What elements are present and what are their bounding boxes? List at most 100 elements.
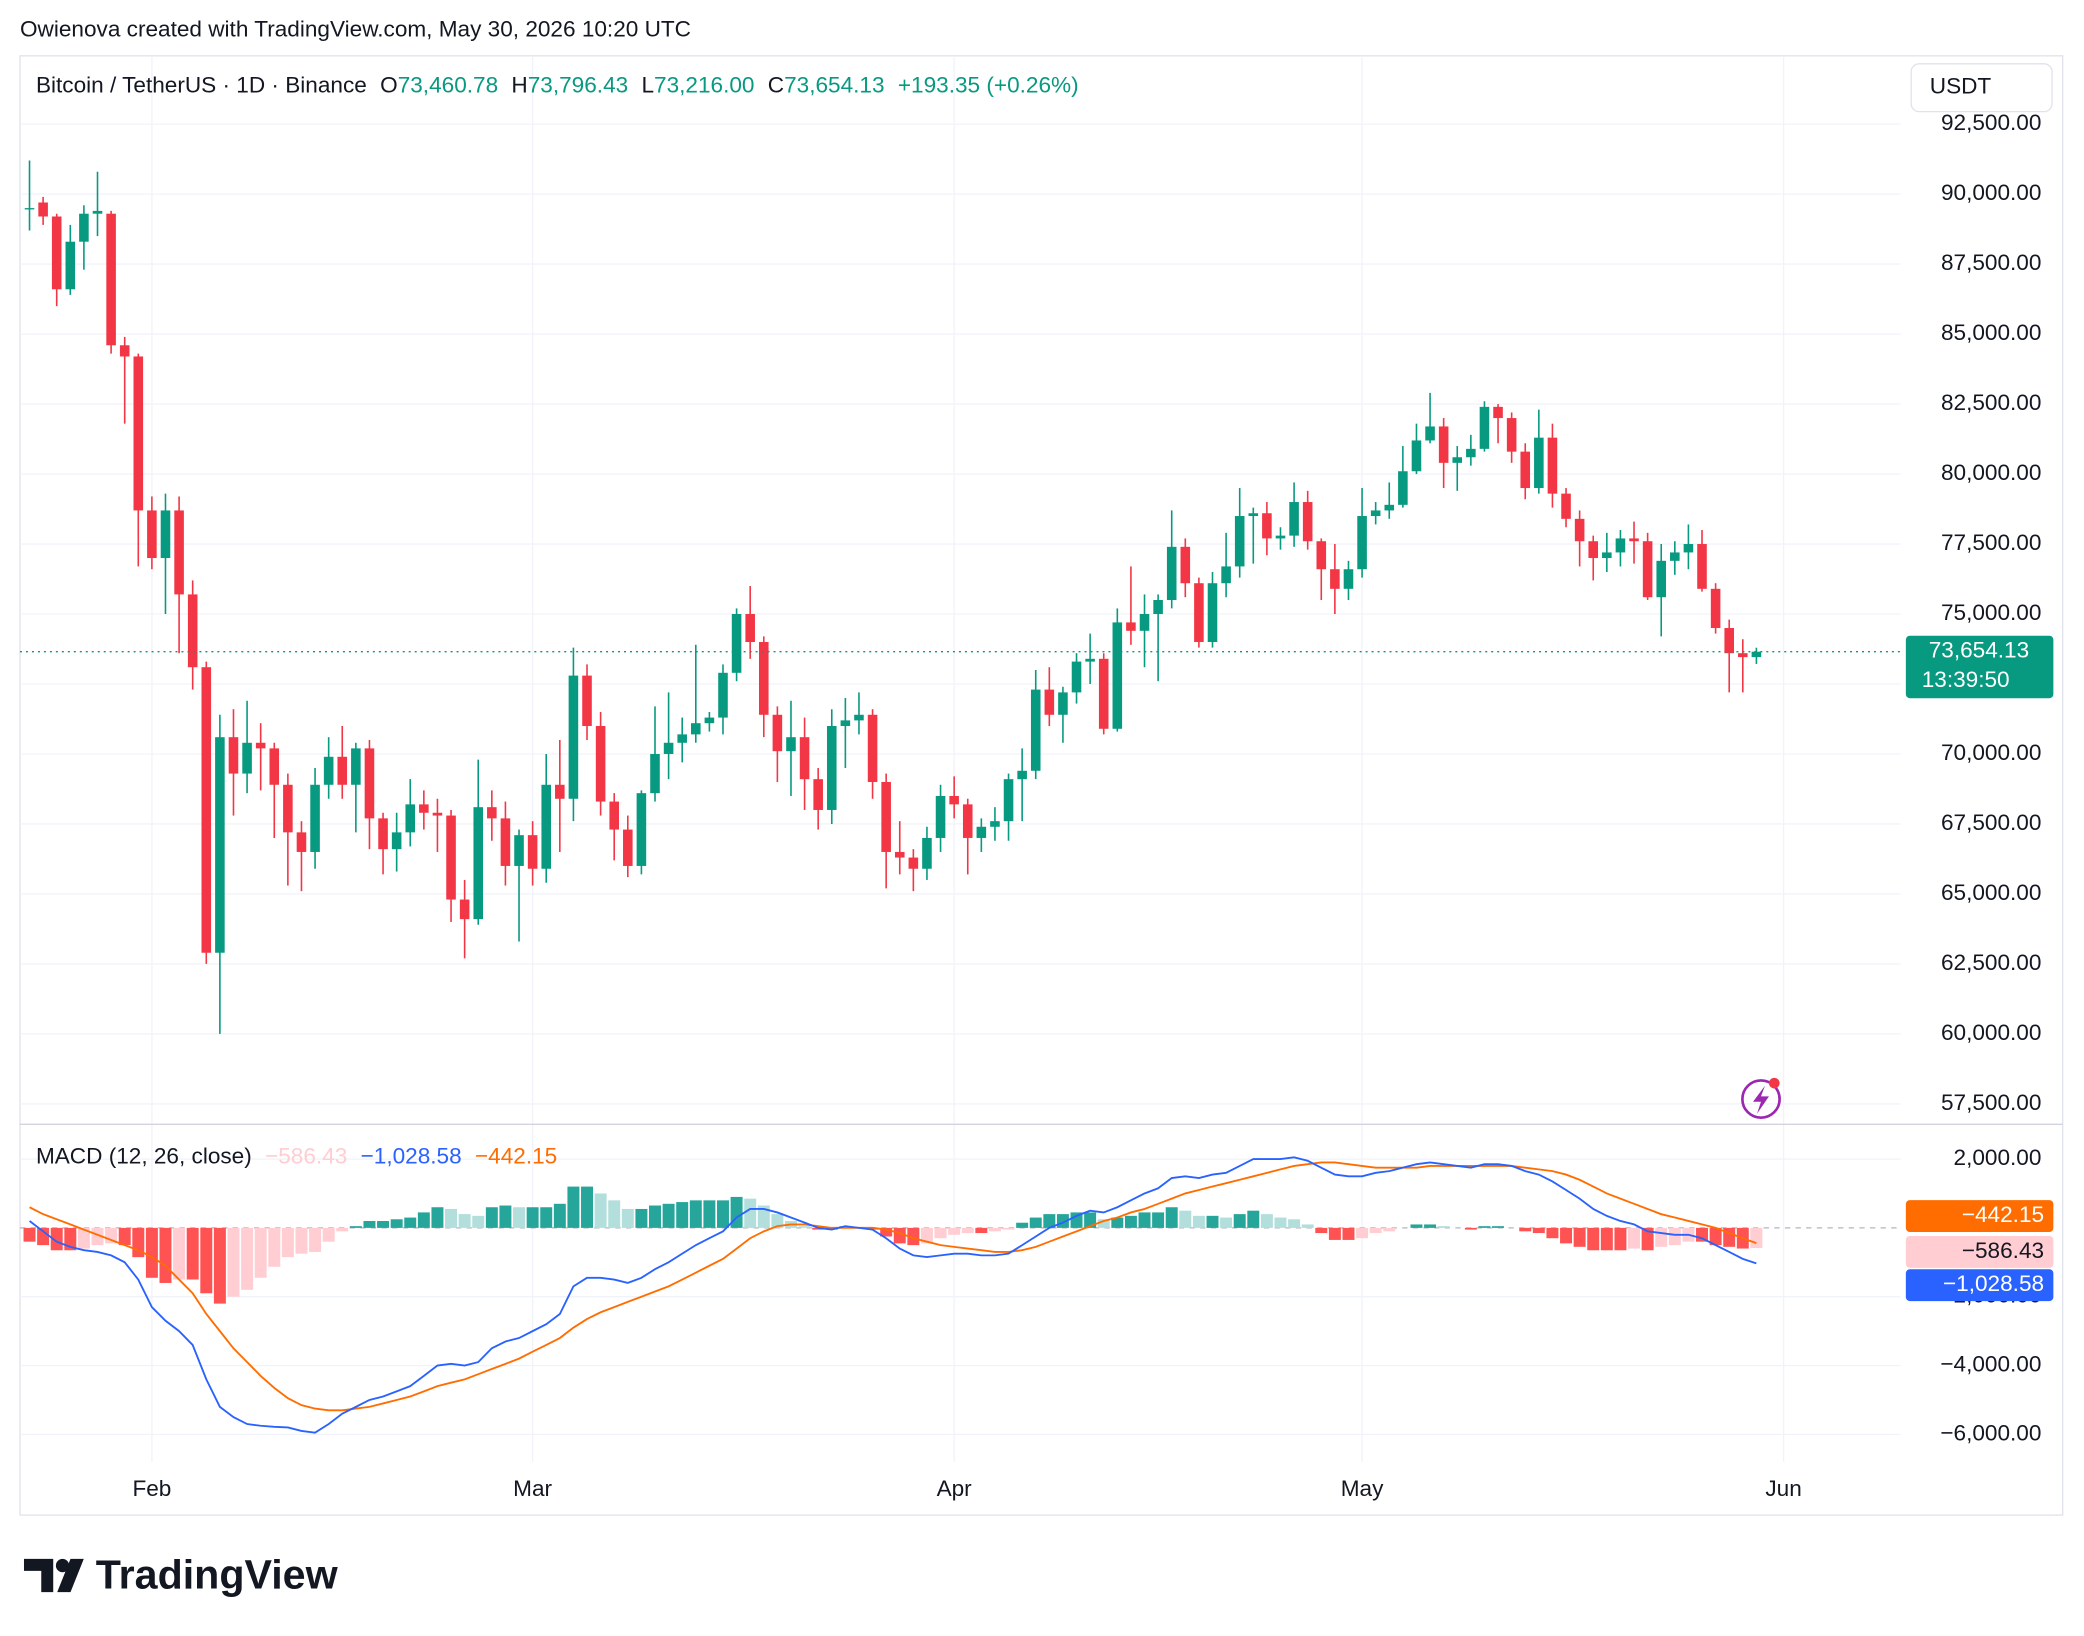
candle-body xyxy=(1574,518,1585,542)
ohlc-key: O xyxy=(380,72,398,97)
candle-body xyxy=(1262,513,1272,539)
histogram-bar xyxy=(771,1214,784,1228)
ohlc-value: 73,216.00 xyxy=(654,72,754,97)
candle-body xyxy=(405,804,416,833)
candle-body xyxy=(1003,779,1014,822)
histogram-bar xyxy=(676,1202,689,1228)
histogram-bar xyxy=(173,1227,186,1280)
histogram-bar xyxy=(485,1207,498,1228)
candle-body xyxy=(24,208,35,210)
histogram-bar xyxy=(1192,1215,1205,1228)
candle-body xyxy=(935,795,946,838)
y-tick-label: 80,000.00 xyxy=(1941,460,2041,485)
candle-body xyxy=(1207,583,1218,643)
candle-body xyxy=(79,213,89,242)
y-tick-label: 70,000.00 xyxy=(1941,740,2041,765)
histogram-bar xyxy=(499,1205,512,1228)
candle-body xyxy=(1724,628,1734,654)
histogram-bar xyxy=(689,1200,702,1228)
histogram-bar xyxy=(581,1186,593,1228)
candle-body xyxy=(1751,651,1762,658)
candle-body xyxy=(1398,471,1408,505)
candle-body xyxy=(201,667,212,953)
histogram-bar xyxy=(1016,1222,1029,1228)
histogram-bar xyxy=(458,1214,471,1228)
histogram-bar xyxy=(553,1203,566,1228)
candle-body xyxy=(786,737,796,752)
histogram-bar xyxy=(1260,1214,1273,1228)
alert-icon[interactable] xyxy=(1741,1077,1781,1120)
candle-body xyxy=(1058,692,1068,715)
histogram-bar xyxy=(1043,1214,1056,1228)
candle-body xyxy=(840,720,851,726)
histogram-bar xyxy=(363,1221,376,1228)
histogram-bar xyxy=(1478,1226,1491,1228)
candle-body xyxy=(1683,544,1694,553)
candle-body xyxy=(636,793,647,866)
candle-body xyxy=(1642,541,1653,598)
candle-body xyxy=(704,717,715,724)
candle-body xyxy=(745,614,755,643)
candle-body xyxy=(419,804,429,813)
histogram-bar xyxy=(1600,1227,1613,1251)
y-tick-label: 77,500.00 xyxy=(1941,530,2041,555)
candle-body xyxy=(1289,502,1299,536)
candle-body xyxy=(337,756,348,785)
histogram-bar xyxy=(1029,1217,1042,1228)
histogram-bar xyxy=(880,1227,893,1237)
histogram-bar xyxy=(975,1227,988,1234)
signal-value-label: −442.15 xyxy=(1962,1202,2044,1227)
histogram-bar xyxy=(1560,1227,1573,1244)
histogram-bar xyxy=(1383,1227,1396,1232)
histogram-bar xyxy=(1369,1227,1382,1234)
candle-body xyxy=(364,748,375,819)
histogram-bar xyxy=(1220,1217,1233,1228)
ohlc-value: 73,796.43 xyxy=(528,72,628,97)
currency[interactable]: USDT xyxy=(1930,74,1992,99)
candle-body xyxy=(310,784,320,852)
candle-body xyxy=(1180,546,1191,584)
candle-body xyxy=(1656,560,1667,598)
histogram-bar xyxy=(526,1207,539,1228)
candle-body xyxy=(378,818,388,850)
histogram-bar xyxy=(1301,1224,1314,1228)
histogram-bar xyxy=(37,1227,50,1246)
brand-logo xyxy=(23,1558,84,1593)
candle-body xyxy=(242,742,252,774)
candle-body xyxy=(1452,457,1463,463)
histogram-bar xyxy=(349,1226,362,1228)
candle-body xyxy=(1343,569,1354,589)
histogram-bar xyxy=(336,1227,349,1232)
candle-body xyxy=(514,835,524,866)
candle-body xyxy=(1588,541,1599,559)
ohlc-key: H xyxy=(511,72,527,97)
histogram-bar xyxy=(608,1200,621,1228)
histogram-bar xyxy=(1532,1227,1545,1234)
histogram-bar xyxy=(1124,1215,1137,1228)
candle-body xyxy=(133,356,144,511)
histogram-bar xyxy=(703,1200,716,1228)
histogram-bar xyxy=(635,1208,648,1228)
currency-button[interactable] xyxy=(1910,63,2053,113)
candle-body xyxy=(1357,516,1367,570)
histogram-bar xyxy=(1097,1219,1110,1228)
histogram-bar xyxy=(91,1227,104,1246)
histogram-bar xyxy=(621,1208,634,1228)
candle-body xyxy=(1071,661,1082,693)
last-price-label: 73,654.13 xyxy=(1929,638,2029,663)
histogram-bar xyxy=(988,1227,1001,1232)
candle-body xyxy=(147,510,157,559)
brand-name: TradingView xyxy=(96,1551,339,1597)
candle-body xyxy=(487,807,497,819)
y-tick-label: 65,000.00 xyxy=(1941,880,2041,905)
histogram-bar xyxy=(431,1207,444,1228)
histogram-bar xyxy=(961,1227,974,1234)
histogram-bar xyxy=(1002,1227,1015,1230)
macd-value-label: −1,028.58 xyxy=(1943,1271,2044,1296)
histogram-bar xyxy=(404,1217,417,1228)
histogram-bar xyxy=(1723,1227,1736,1247)
histogram-bar xyxy=(77,1227,90,1249)
histogram-bar xyxy=(540,1207,553,1228)
